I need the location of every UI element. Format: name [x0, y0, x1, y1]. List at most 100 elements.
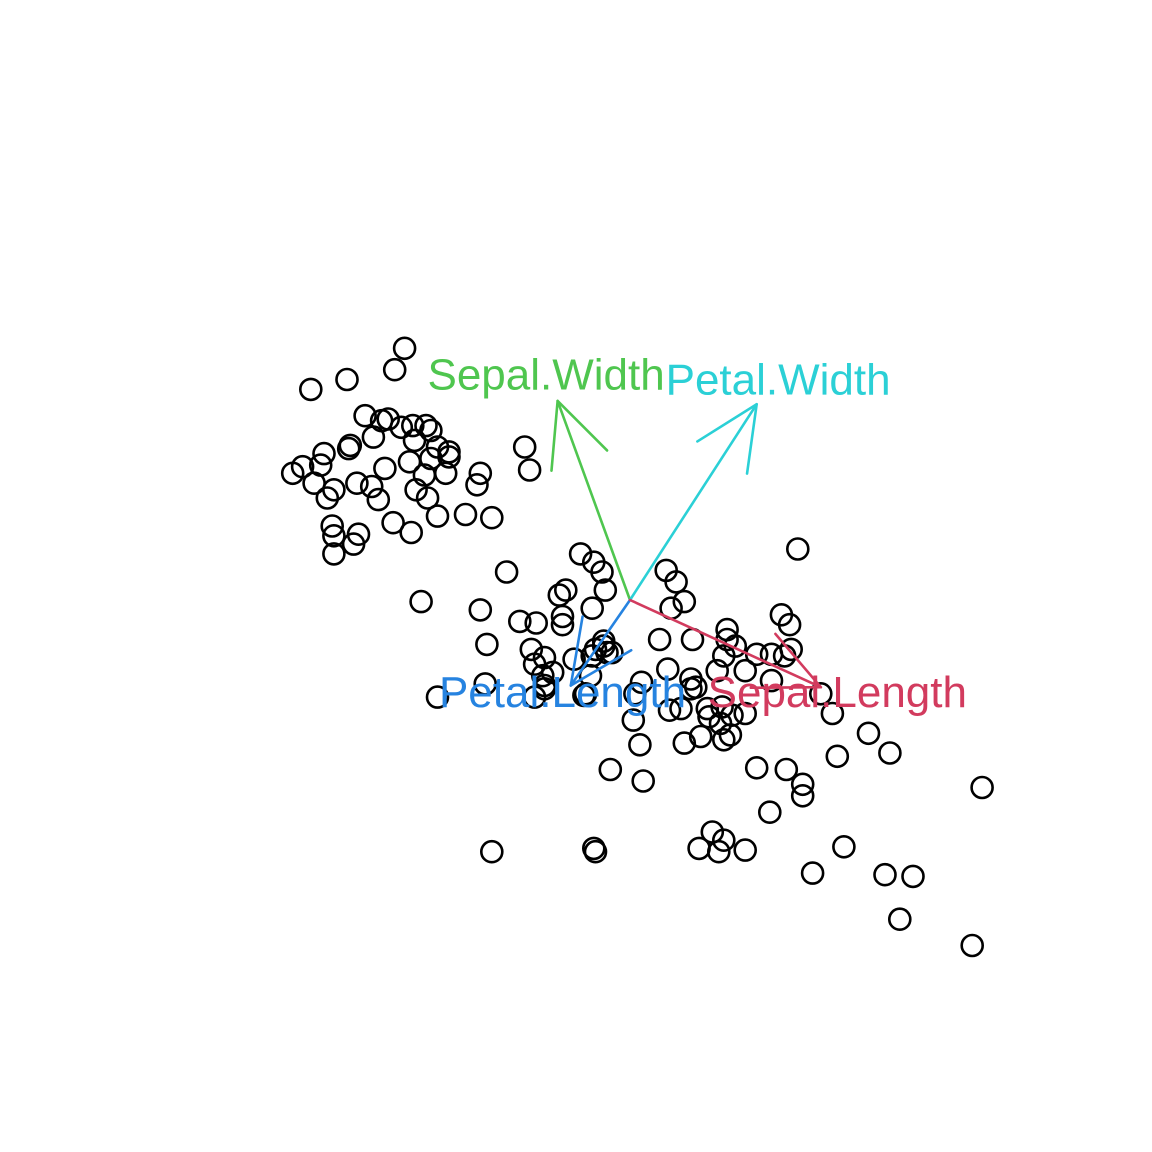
data-point-65 — [475, 632, 499, 657]
data-point-105 — [733, 658, 758, 683]
vector-sepal-length — [628, 598, 823, 690]
data-point-50 — [494, 560, 519, 584]
data-point-22 — [280, 461, 305, 486]
vector-label-petal-width: Petal.Width — [666, 355, 891, 404]
data-point-4 — [335, 367, 359, 392]
data-point-113 — [759, 668, 784, 693]
data-point-29 — [453, 502, 478, 527]
data-point-104 — [774, 757, 799, 782]
data-point-24 — [322, 477, 346, 502]
data-point-87 — [672, 589, 697, 614]
data-point-109 — [695, 696, 720, 721]
data-point-46 — [415, 486, 440, 510]
data-point-92 — [655, 657, 680, 681]
data-point-145 — [700, 820, 725, 844]
data-point-64 — [519, 637, 544, 662]
vector-petal-width — [628, 402, 758, 602]
vector-label-petal-length: Petal.Length — [439, 668, 686, 717]
data-point-122 — [777, 612, 802, 637]
observation-points — [280, 336, 994, 958]
vector-arrowhead-petal-length — [569, 615, 633, 687]
data-point-45 — [322, 542, 346, 566]
data-point-25 — [359, 474, 384, 499]
data-point-125 — [808, 681, 833, 706]
data-point-54 — [524, 611, 549, 635]
vector-label-sepal-length: Sepal.Length — [708, 668, 967, 717]
data-point-40 — [397, 449, 422, 474]
data-point-35 — [468, 461, 493, 486]
data-point-131 — [901, 864, 925, 889]
data-point-66 — [473, 672, 498, 696]
data-point-38 — [517, 458, 542, 482]
data-point-103 — [744, 755, 769, 780]
data-point-81 — [629, 670, 654, 695]
data-point-139 — [790, 783, 815, 808]
data-point-142 — [887, 907, 912, 932]
data-point-136 — [687, 836, 711, 861]
data-point-7 — [312, 441, 336, 466]
data-point-100 — [628, 732, 652, 757]
data-point-83 — [600, 640, 624, 665]
data-point-130 — [970, 775, 994, 800]
data-point-133 — [800, 861, 825, 885]
data-point-17 — [479, 505, 504, 530]
data-point-86 — [647, 627, 672, 652]
data-point-97 — [672, 731, 697, 755]
data-point-47 — [322, 523, 346, 548]
data-point-20 — [338, 433, 363, 458]
vector-petal-length — [569, 598, 633, 687]
vector-arrowhead-sepal-length — [749, 632, 823, 690]
data-point-49 — [419, 418, 443, 443]
data-point-150 — [631, 769, 656, 793]
data-point-127 — [825, 744, 850, 769]
data-point-6 — [376, 407, 401, 431]
vector-arrowhead-petal-width — [696, 402, 758, 475]
vector-shaft-sepal-width — [556, 399, 632, 602]
data-point-107 — [711, 644, 736, 668]
data-point-99 — [598, 757, 623, 782]
data-point-90 — [664, 570, 688, 594]
data-point-114 — [733, 701, 758, 726]
data-point-77 — [573, 681, 598, 706]
data-point-62 — [553, 578, 578, 602]
data-point-44 — [425, 504, 450, 528]
data-point-101 — [688, 724, 713, 749]
data-point-57 — [580, 596, 605, 621]
data-point-151 — [785, 537, 810, 561]
data-point-140 — [790, 772, 815, 797]
data-point-129 — [878, 741, 902, 765]
data-point-108 — [705, 658, 730, 683]
data-point-111 — [697, 704, 721, 729]
vector-shaft-sepal-length — [628, 598, 823, 689]
data-point-56 — [550, 612, 575, 637]
data-point-41 — [419, 446, 443, 471]
data-point-138 — [757, 800, 782, 825]
data-point-141 — [832, 834, 856, 859]
data-point-36 — [465, 472, 489, 497]
loading-labels: Sepal.Width Petal.Width Petal.Length Sepal.… — [427, 351, 966, 718]
vector-shaft-petal-length — [569, 598, 632, 687]
data-point-15 — [353, 403, 377, 428]
data-point-19 — [399, 520, 424, 545]
data-point-148 — [583, 839, 608, 864]
data-point-2 — [298, 377, 323, 402]
data-point-116 — [711, 727, 736, 752]
data-point-91 — [657, 698, 682, 723]
data-point-1 — [392, 336, 417, 361]
data-point-51 — [409, 589, 433, 614]
data-point-85 — [532, 676, 557, 701]
data-point-63 — [547, 583, 572, 607]
data-point-128 — [856, 721, 881, 746]
data-point-115 — [718, 723, 743, 747]
data-point-8 — [345, 471, 369, 496]
vector-shaft-petal-width — [628, 402, 758, 602]
data-point-61 — [581, 550, 606, 575]
data-point-132 — [873, 862, 897, 887]
data-point-137 — [733, 838, 758, 862]
data-point-144 — [623, 681, 647, 706]
data-point-72 — [425, 685, 450, 709]
data-point-42 — [341, 532, 366, 556]
data-point-53 — [507, 609, 532, 634]
vector-sepal-width — [550, 399, 632, 602]
data-point-12 — [400, 413, 425, 438]
